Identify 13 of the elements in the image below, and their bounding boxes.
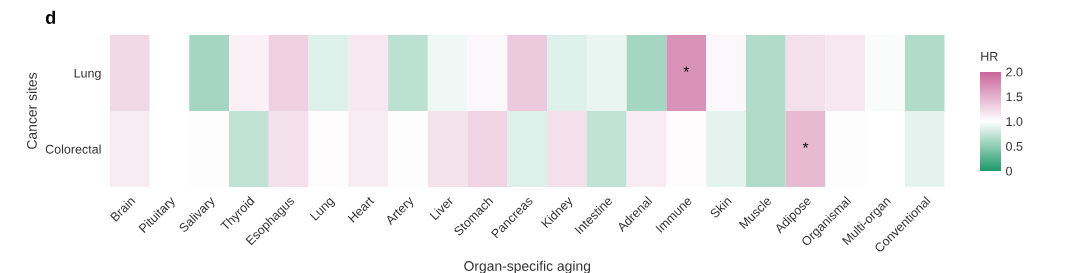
color-bar-label: 0.5 bbox=[1006, 141, 1023, 151]
data-label: * bbox=[802, 142, 809, 148]
color-bar-label: 1.0 bbox=[1006, 117, 1023, 126]
x-axis-title: Organ-specific aging bbox=[464, 260, 591, 273]
color-bar-label: 2.0 bbox=[1006, 67, 1023, 77]
x-tick-label: Skin bbox=[709, 195, 732, 219]
y-axis-title: Cancer sites bbox=[26, 72, 37, 149]
y-tick-label: Colorectal bbox=[45, 144, 101, 154]
color-bar-label: 1.5 bbox=[1006, 92, 1023, 102]
color-bar-title: HR bbox=[981, 52, 998, 61]
chart-title: d bbox=[45, 10, 56, 24]
color-bar-label: 0 bbox=[1006, 166, 1012, 176]
data-label: * bbox=[683, 66, 690, 72]
